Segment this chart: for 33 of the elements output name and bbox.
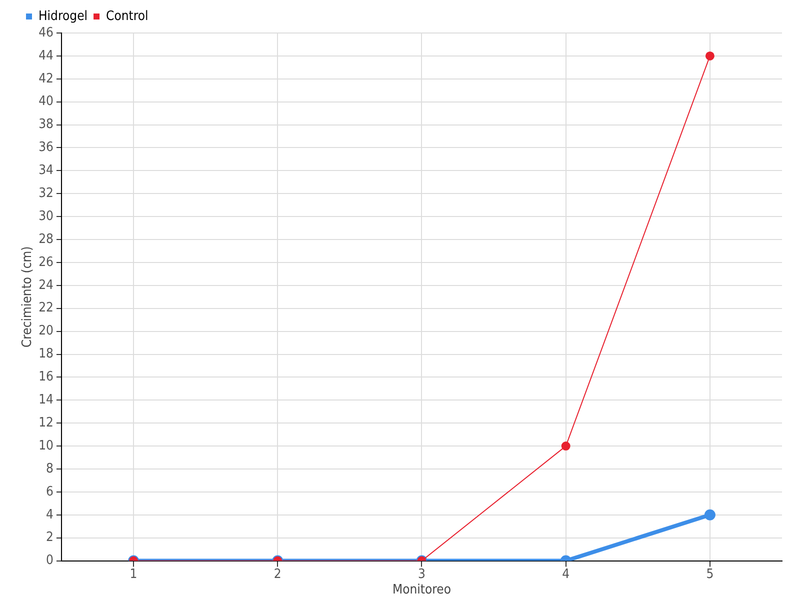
y-tick-label: 42 bbox=[38, 71, 54, 86]
y-tick-label: 38 bbox=[38, 117, 54, 132]
y-tick-label: 46 bbox=[38, 25, 54, 40]
y-tick-label: 6 bbox=[46, 484, 54, 500]
y-tick-label: 12 bbox=[38, 415, 54, 430]
x-tick-label: 5 bbox=[706, 566, 714, 582]
y-tick-label: 18 bbox=[38, 346, 54, 362]
y-tick-label: 44 bbox=[38, 48, 54, 64]
x-axis-title: Monitoreo bbox=[392, 582, 452, 598]
y-tick-label: 14 bbox=[38, 392, 54, 408]
y-tick-label: 26 bbox=[38, 254, 54, 270]
y-tick-label: 22 bbox=[38, 300, 54, 316]
y-tick-label: 4 bbox=[46, 507, 54, 522]
y-tick-label: 30 bbox=[38, 208, 54, 224]
y-tick-label: 20 bbox=[38, 324, 54, 339]
y-tick-label: 36 bbox=[38, 140, 54, 156]
y-tick-label: 24 bbox=[38, 278, 54, 293]
y-tick-label: 0 bbox=[46, 553, 54, 568]
y-axis-title: Crecimiento (cm) bbox=[20, 246, 36, 348]
x-tick-label: 1 bbox=[130, 566, 138, 582]
legend-label: Control bbox=[106, 8, 148, 24]
y-tick-label: 40 bbox=[38, 94, 54, 110]
y-tick-label: 34 bbox=[38, 163, 54, 178]
y-tick-label: 32 bbox=[38, 186, 54, 202]
x-tick-label: 2 bbox=[274, 566, 282, 582]
y-tick-label: 16 bbox=[38, 370, 54, 385]
legend-label: Hidrogel bbox=[38, 8, 88, 24]
x-tick-label: 3 bbox=[418, 566, 426, 582]
y-tick-label: 8 bbox=[46, 461, 54, 476]
y-tick-label: 28 bbox=[38, 232, 54, 247]
y-tick-label: 2 bbox=[46, 530, 54, 546]
x-tick-label: 4 bbox=[562, 566, 570, 582]
y-tick-label: 10 bbox=[38, 438, 54, 454]
